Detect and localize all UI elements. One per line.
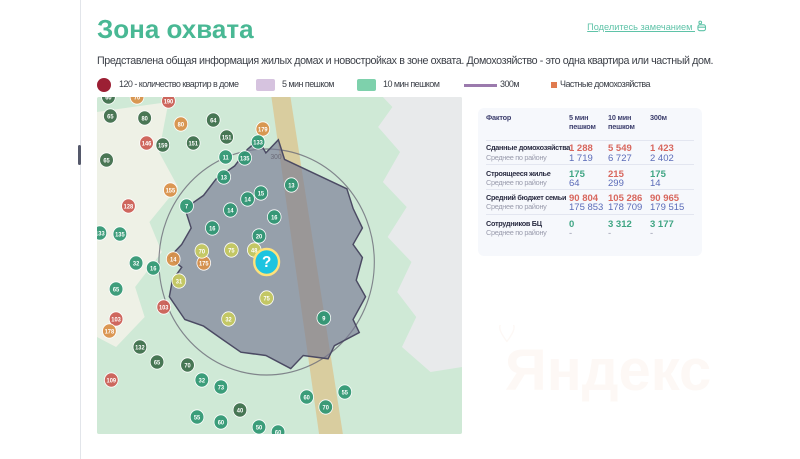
svg-text:13: 13: [221, 176, 228, 182]
svg-text:75: 75: [263, 297, 270, 303]
svg-text:151: 151: [222, 136, 232, 142]
svg-text:133: 133: [97, 232, 105, 238]
svg-text:60: 60: [303, 396, 310, 402]
svg-text:65: 65: [107, 115, 114, 121]
svg-text:70: 70: [134, 97, 141, 102]
svg-text:190: 190: [164, 100, 174, 106]
svg-text:178: 178: [105, 330, 115, 336]
svg-text:151: 151: [188, 142, 198, 148]
svg-text:7: 7: [185, 205, 188, 211]
svg-text:65: 65: [103, 159, 110, 165]
svg-text:55: 55: [194, 416, 201, 422]
svg-text:80: 80: [178, 123, 185, 129]
svg-text:32: 32: [133, 262, 140, 268]
svg-text:16: 16: [150, 267, 157, 273]
svg-text:64: 64: [210, 119, 217, 125]
svg-text:103: 103: [111, 318, 121, 324]
svg-text:70: 70: [184, 364, 191, 370]
svg-text:109: 109: [107, 379, 117, 385]
svg-text:60: 60: [218, 421, 225, 427]
svg-text:32: 32: [199, 379, 206, 385]
svg-text:135: 135: [115, 233, 125, 239]
svg-text:155: 155: [166, 189, 176, 195]
svg-text:103: 103: [159, 306, 169, 312]
svg-text:128: 128: [124, 205, 134, 211]
svg-text:70: 70: [199, 250, 206, 256]
svg-text:16: 16: [209, 227, 216, 233]
svg-text:70: 70: [323, 406, 330, 412]
svg-text:175: 175: [199, 262, 209, 268]
svg-text:20: 20: [256, 235, 263, 241]
svg-text:32: 32: [225, 318, 232, 324]
svg-text:14: 14: [244, 198, 251, 204]
svg-text:14: 14: [227, 209, 234, 215]
svg-text:73: 73: [218, 386, 225, 392]
svg-text:55: 55: [342, 391, 349, 397]
svg-text:11: 11: [223, 156, 230, 162]
svg-text:300: 300: [270, 154, 281, 161]
svg-text:31: 31: [176, 280, 183, 286]
svg-text:135: 135: [240, 157, 250, 163]
svg-text:65: 65: [154, 361, 161, 367]
svg-text:?: ?: [262, 254, 271, 271]
svg-text:80: 80: [141, 117, 148, 123]
svg-text:132: 132: [135, 346, 145, 352]
svg-text:14: 14: [170, 258, 177, 264]
svg-text:13: 13: [288, 184, 295, 190]
svg-text:133: 133: [253, 141, 263, 147]
svg-text:60: 60: [105, 97, 112, 102]
svg-text:50: 50: [256, 426, 263, 432]
svg-text:65: 65: [113, 288, 120, 294]
svg-text:60: 60: [275, 431, 282, 434]
svg-text:146: 146: [142, 142, 152, 148]
svg-text:75: 75: [228, 249, 235, 255]
svg-text:179: 179: [258, 128, 268, 134]
svg-text:15: 15: [258, 192, 265, 198]
svg-text:40: 40: [237, 409, 244, 415]
svg-text:16: 16: [271, 216, 278, 222]
svg-text:Яндекс: Яндекс: [505, 338, 711, 403]
svg-text:159: 159: [158, 144, 168, 150]
